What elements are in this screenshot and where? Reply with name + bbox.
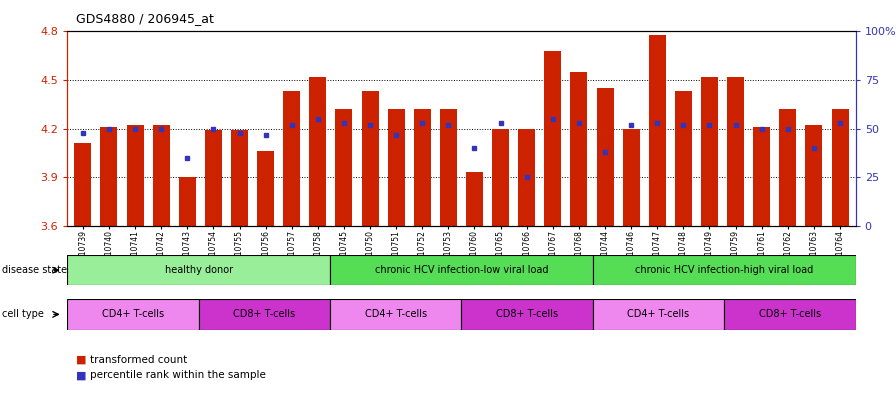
Text: ■: ■	[76, 354, 87, 365]
Bar	[74, 143, 91, 226]
Bar	[309, 77, 326, 226]
FancyBboxPatch shape	[67, 299, 199, 330]
Text: percentile rank within the sample: percentile rank within the sample	[90, 370, 265, 380]
Bar	[518, 129, 535, 226]
Bar	[362, 92, 378, 226]
Bar	[231, 130, 248, 226]
Bar	[675, 92, 692, 226]
Bar	[492, 129, 509, 226]
Bar	[466, 173, 483, 226]
FancyBboxPatch shape	[461, 299, 593, 330]
Bar	[623, 129, 640, 226]
Bar	[179, 177, 196, 226]
FancyBboxPatch shape	[593, 255, 856, 285]
Text: CD8+ T-cells: CD8+ T-cells	[496, 309, 558, 320]
Bar	[701, 77, 718, 226]
Text: CD4+ T-cells: CD4+ T-cells	[627, 309, 690, 320]
Text: CD8+ T-cells: CD8+ T-cells	[233, 309, 296, 320]
Bar	[126, 125, 143, 226]
Text: chronic HCV infection-high viral load: chronic HCV infection-high viral load	[635, 265, 814, 275]
Bar	[440, 109, 457, 226]
Bar	[806, 125, 823, 226]
Text: CD4+ T-cells: CD4+ T-cells	[102, 309, 164, 320]
Bar	[780, 109, 797, 226]
Text: ■: ■	[76, 370, 87, 380]
Bar	[283, 92, 300, 226]
Bar	[571, 72, 588, 226]
Text: cell type: cell type	[2, 309, 44, 320]
Bar	[100, 127, 117, 226]
FancyBboxPatch shape	[724, 299, 856, 330]
Bar	[152, 125, 169, 226]
Bar	[335, 109, 352, 226]
Bar	[257, 151, 274, 226]
Text: healthy donor: healthy donor	[165, 265, 233, 275]
Text: CD8+ T-cells: CD8+ T-cells	[759, 309, 821, 320]
Bar	[754, 127, 771, 226]
Bar	[597, 88, 614, 226]
Text: disease state: disease state	[2, 265, 67, 275]
Text: GDS4880 / 206945_at: GDS4880 / 206945_at	[76, 12, 214, 25]
FancyBboxPatch shape	[330, 255, 593, 285]
Bar	[831, 109, 849, 226]
FancyBboxPatch shape	[199, 299, 330, 330]
Bar	[727, 77, 744, 226]
Bar	[414, 109, 431, 226]
FancyBboxPatch shape	[593, 299, 724, 330]
Text: CD4+ T-cells: CD4+ T-cells	[365, 309, 426, 320]
Bar	[649, 35, 666, 226]
FancyBboxPatch shape	[330, 299, 461, 330]
Text: transformed count: transformed count	[90, 354, 187, 365]
Text: chronic HCV infection-low viral load: chronic HCV infection-low viral load	[375, 265, 548, 275]
Bar	[205, 130, 222, 226]
Bar	[545, 51, 561, 226]
FancyBboxPatch shape	[67, 255, 330, 285]
Bar	[388, 109, 405, 226]
